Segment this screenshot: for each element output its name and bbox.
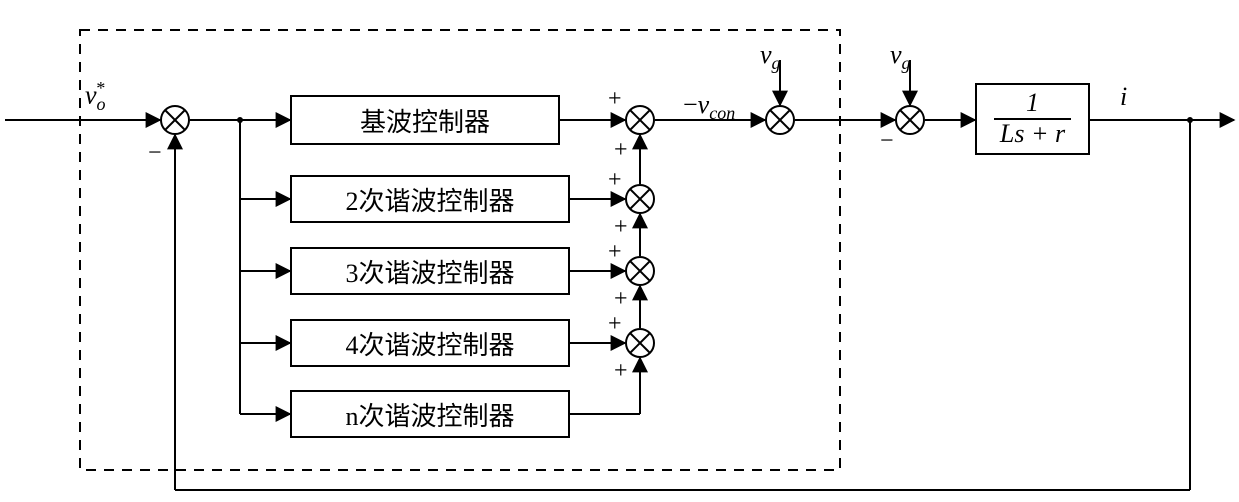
sign-sum3-plus-b: + <box>614 286 628 313</box>
sum-2 <box>625 184 655 214</box>
sign-sum4-plus-b: + <box>614 358 628 385</box>
sign-vg-outer-minus: − <box>880 128 894 155</box>
sum-vg-inner <box>765 105 795 135</box>
block-h4-label: 4次谐波控制器 <box>345 325 514 362</box>
block-h3: 3次谐波控制器 <box>290 247 570 295</box>
tf-numerator: 1 <box>1020 89 1045 118</box>
sum-4 <box>625 328 655 358</box>
block-diagram-canvas: 基波控制器 2次谐波控制器 3次谐波控制器 4次谐波控制器 n次谐波控制器 1 … <box>0 0 1239 502</box>
sign-sum3-plus-l: + <box>608 239 622 266</box>
label-vo-ref: vo* <box>85 78 105 115</box>
sum-error <box>160 105 190 135</box>
sign-sumtop-plus-l: + <box>608 86 622 113</box>
block-transfer-function: 1 Ls + r <box>975 83 1090 155</box>
tf-denominator: Ls + r <box>994 118 1071 149</box>
sum-3 <box>625 256 655 286</box>
branch-dot <box>237 117 243 123</box>
label-vg-inner: vg <box>760 40 781 74</box>
block-h2: 2次谐波控制器 <box>290 175 570 223</box>
block-hn: n次谐波控制器 <box>290 390 570 438</box>
sign-sumtop-plus-b: + <box>614 137 628 164</box>
sum-vg-outer <box>895 105 925 135</box>
sign-sum2-plus-l: + <box>608 167 622 194</box>
sign-err-minus: − <box>148 140 162 167</box>
label-vcon: −vcon <box>683 90 735 124</box>
sign-sum4-plus-l: + <box>608 311 622 338</box>
sum-top <box>625 105 655 135</box>
block-hn-label: n次谐波控制器 <box>345 396 514 433</box>
label-i-out: i <box>1120 82 1127 112</box>
block-h4: 4次谐波控制器 <box>290 319 570 367</box>
block-fundamental-label: 基波控制器 <box>360 102 490 139</box>
block-h3-label: 3次谐波控制器 <box>345 253 514 290</box>
label-vg-outer: vg <box>890 40 911 74</box>
block-h2-label: 2次谐波控制器 <box>345 181 514 218</box>
sign-sum2-plus-b: + <box>614 214 628 241</box>
block-fundamental: 基波控制器 <box>290 95 560 145</box>
